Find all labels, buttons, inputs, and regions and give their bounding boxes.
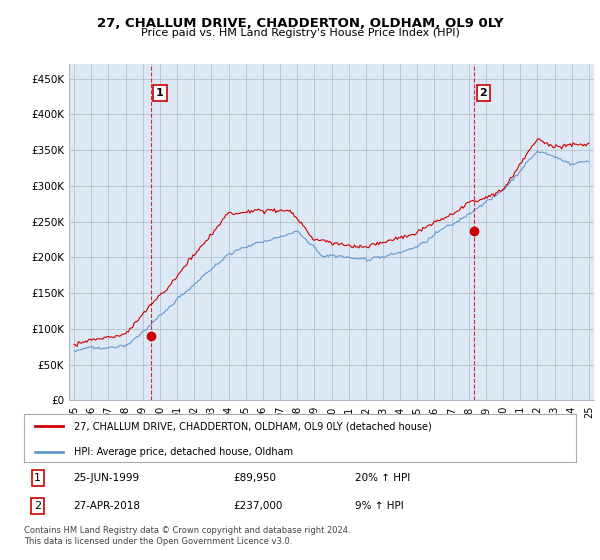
Text: 1: 1 [156,88,164,98]
Text: 25-JUN-1999: 25-JUN-1999 [74,473,140,483]
Text: 27, CHALLUM DRIVE, CHADDERTON, OLDHAM, OL9 0LY: 27, CHALLUM DRIVE, CHADDERTON, OLDHAM, O… [97,17,503,30]
Text: 1: 1 [34,473,41,483]
Text: Price paid vs. HM Land Registry's House Price Index (HPI): Price paid vs. HM Land Registry's House … [140,28,460,38]
Text: 2: 2 [479,88,487,98]
Text: 20% ↑ HPI: 20% ↑ HPI [355,473,410,483]
Text: HPI: Average price, detached house, Oldham: HPI: Average price, detached house, Oldh… [74,446,293,456]
Text: Contains HM Land Registry data © Crown copyright and database right 2024.
This d: Contains HM Land Registry data © Crown c… [24,526,350,546]
Text: 27-APR-2018: 27-APR-2018 [74,501,140,511]
Text: 27, CHALLUM DRIVE, CHADDERTON, OLDHAM, OL9 0LY (detached house): 27, CHALLUM DRIVE, CHADDERTON, OLDHAM, O… [74,421,431,431]
Text: 2: 2 [34,501,41,511]
Text: 9% ↑ HPI: 9% ↑ HPI [355,501,404,511]
Text: £89,950: £89,950 [234,473,277,483]
Text: £237,000: £237,000 [234,501,283,511]
